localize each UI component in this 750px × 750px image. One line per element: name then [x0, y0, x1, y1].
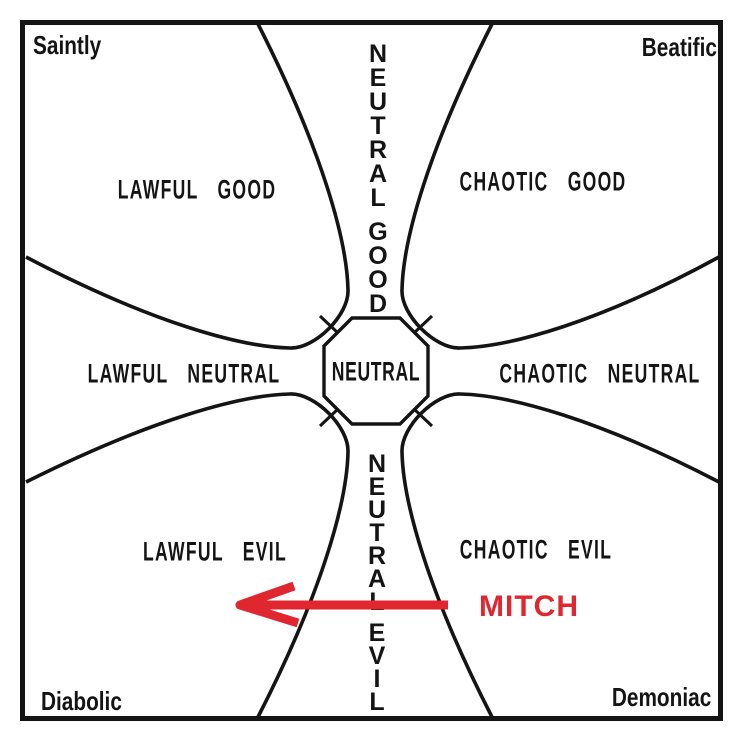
corner-label-diabolic: Diabolic: [41, 686, 122, 716]
outer-border: [20, 20, 723, 721]
connector-tick-bottom-left: [318, 407, 340, 428]
corner-label-demoniac: Demoniac: [611, 682, 711, 712]
label-lawful-good: LAWFUL GOOD: [117, 174, 277, 205]
center-octagon: [322, 316, 430, 426]
connector-tick-top-right: [412, 314, 434, 335]
connector-tick-bottom-right: [412, 407, 434, 428]
label-chaotic-neutral: CHAOTIC NEUTRAL: [499, 358, 701, 389]
label-lawful-evil: LAWFUL EVIL: [143, 536, 287, 567]
arc-bottom-right: [400, 392, 720, 718]
label-lawful-neutral: LAWFUL NEUTRAL: [87, 358, 281, 389]
connector-tick-top-left: [318, 314, 340, 335]
arc-top-right: [400, 23, 720, 350]
corner-label-saintly: Saintly: [33, 30, 102, 60]
arc-top-left: [25, 23, 350, 350]
arc-bottom-left: [25, 392, 350, 718]
label-neutral-center: NEUTRAL: [331, 356, 421, 387]
corner-label-beatific: Beatific: [641, 32, 717, 62]
label-chaotic-evil: CHAOTIC EVIL: [459, 534, 613, 565]
label-chaotic-good: CHAOTIC GOOD: [459, 166, 627, 197]
